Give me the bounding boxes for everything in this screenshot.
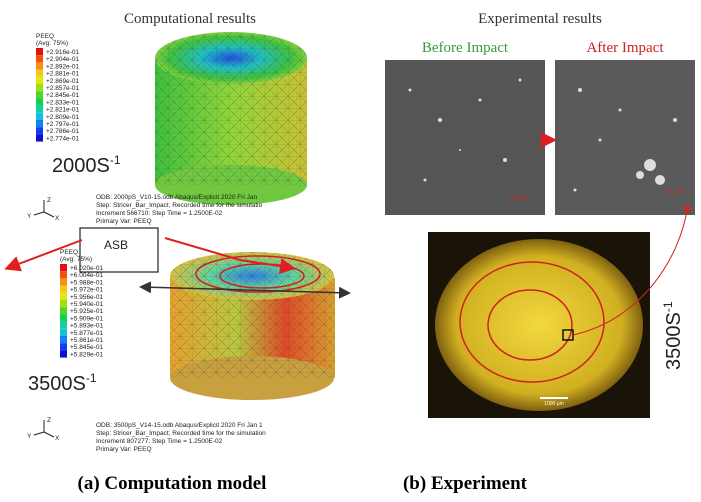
legend-label: +5.940e-01 bbox=[70, 301, 103, 308]
image-label: Before Impact bbox=[422, 40, 509, 56]
page: {"left":{"title":"Computational results"… bbox=[0, 0, 701, 502]
legend-swatch bbox=[60, 293, 67, 300]
odb-info: Step: Stricer_Bar_Impact; Recorded time … bbox=[96, 430, 266, 437]
legend-swatch bbox=[36, 70, 43, 77]
legend-swatch bbox=[36, 134, 43, 141]
legend-swatch bbox=[36, 120, 43, 127]
legend-label: +5.956e-01 bbox=[70, 294, 103, 301]
image-label: After Impact bbox=[586, 40, 664, 56]
legend-label: +2.845e-01 bbox=[46, 92, 79, 99]
specimen bbox=[435, 239, 643, 411]
rate: 3500S bbox=[28, 373, 86, 395]
asb-label: ASB bbox=[104, 238, 128, 252]
legend-swatch bbox=[36, 127, 43, 134]
panel-title: Experimental results bbox=[478, 11, 602, 27]
axis-label: X bbox=[55, 435, 60, 442]
cylinder-model bbox=[170, 252, 335, 400]
axis-triad bbox=[34, 432, 44, 435]
legend-title: PEEQ bbox=[36, 33, 54, 40]
legend-label: +2.857e-01 bbox=[46, 85, 79, 92]
legend-swatch bbox=[36, 84, 43, 91]
legend-title: (Avg: 75%) bbox=[36, 40, 68, 47]
strain-rate: 3500S-1 bbox=[28, 371, 97, 395]
sem-image bbox=[385, 60, 545, 215]
legend-swatch bbox=[60, 350, 67, 357]
legend-swatch bbox=[60, 264, 67, 271]
rate-exp: -1 bbox=[86, 371, 97, 385]
caption: (a) Computation model bbox=[78, 473, 267, 494]
odb-info: Primary Var: PEEQ bbox=[96, 218, 152, 225]
strain-rate: 3500S-1 bbox=[661, 301, 685, 370]
legend-swatch bbox=[60, 307, 67, 314]
legend-swatch bbox=[60, 314, 67, 321]
legend-label: +2.797e-01 bbox=[46, 121, 79, 128]
axis-label: Z bbox=[47, 417, 51, 424]
legend-label: +5.893e-01 bbox=[70, 323, 103, 330]
rate-exp: -1 bbox=[110, 153, 121, 167]
legend-label: +2.786e-01 bbox=[46, 128, 79, 135]
legend-label: +5.988e-01 bbox=[70, 279, 103, 286]
legend-label: +2.774e-01 bbox=[46, 135, 79, 142]
axis-label: Z bbox=[47, 197, 51, 204]
legend-label: +5.861e-01 bbox=[70, 337, 103, 344]
odb-info: Increment 807277: Step Time = 1.2500E-02 bbox=[96, 438, 223, 445]
legend-swatch bbox=[36, 98, 43, 105]
legend-label: +2.916e-01 bbox=[46, 49, 79, 56]
scale-label: 10 μm bbox=[665, 188, 683, 195]
legend-swatch bbox=[36, 113, 43, 120]
legend-label: +5.909e-01 bbox=[70, 315, 103, 322]
axis-label: Y bbox=[27, 433, 32, 440]
odb-info: ODB: 3500pS_V14-15.odb Abaqus/Explicit 2… bbox=[96, 422, 263, 429]
legend-swatch bbox=[60, 271, 67, 278]
axis-label: X bbox=[55, 215, 60, 222]
legend-label: +5.829e-01 bbox=[70, 351, 103, 358]
legend-label: +6.020e-01 bbox=[70, 265, 103, 272]
legend-label: +5.845e-01 bbox=[70, 344, 103, 351]
axis-triad bbox=[44, 212, 54, 217]
figure: Computational results Experimental resul… bbox=[0, 0, 701, 502]
cylinder-model bbox=[155, 32, 307, 205]
legend-label: +2.833e-01 bbox=[46, 99, 79, 106]
axis-triad bbox=[44, 432, 54, 437]
legend-label: +6.004e-01 bbox=[70, 272, 103, 279]
odb-info: Increment 566710: Step Time = 1.2500E-02 bbox=[96, 210, 223, 217]
legend-label: +2.892e-01 bbox=[46, 63, 79, 70]
legend-title: PEEQ bbox=[60, 249, 78, 256]
scale-label: 1000 μm bbox=[544, 401, 564, 407]
legend-swatch bbox=[36, 62, 43, 69]
legend-swatch bbox=[60, 343, 67, 350]
legend-swatch bbox=[36, 106, 43, 113]
legend-swatch bbox=[60, 329, 67, 336]
axis-triad bbox=[34, 212, 44, 215]
legend-swatch bbox=[36, 91, 43, 98]
legend-label: +2.821e-01 bbox=[46, 107, 79, 114]
legend-swatch bbox=[60, 286, 67, 293]
rate: 2000S bbox=[52, 155, 110, 177]
legend-label: +5.877e-01 bbox=[70, 330, 103, 337]
legend-swatch bbox=[36, 55, 43, 62]
legend-swatch bbox=[60, 322, 67, 329]
legend-swatch bbox=[36, 48, 43, 55]
legend-label: +2.881e-01 bbox=[46, 71, 79, 78]
axis-label: Y bbox=[27, 213, 32, 220]
legend-swatch bbox=[36, 77, 43, 84]
panel-title: Computational results bbox=[124, 11, 256, 27]
legend-title: (Avg: 75%) bbox=[60, 256, 92, 263]
odb-info: Primary Var: PEEQ bbox=[96, 446, 152, 453]
legend-label: +5.925e-01 bbox=[70, 308, 103, 315]
legend-swatch bbox=[60, 278, 67, 285]
legend-label: +2.904e-01 bbox=[46, 56, 79, 63]
legend-label: +2.809e-01 bbox=[46, 114, 79, 121]
legend-swatch bbox=[60, 300, 67, 307]
odb-info: Step: Stricer_Bar_Impact; Recorded time … bbox=[96, 202, 263, 209]
strain-rate: 2000S-1 bbox=[52, 153, 121, 177]
odb-info: ODB: 2000pS_V10-15.odb Abaqus/Explicit 2… bbox=[96, 194, 258, 201]
scale-label: 10 μm bbox=[510, 195, 528, 202]
caption: (b) Experiment bbox=[403, 473, 528, 494]
legend-label: +2.869e-01 bbox=[46, 78, 79, 85]
legend-label: +5.972e-01 bbox=[70, 287, 103, 294]
legend-swatch bbox=[60, 336, 67, 343]
